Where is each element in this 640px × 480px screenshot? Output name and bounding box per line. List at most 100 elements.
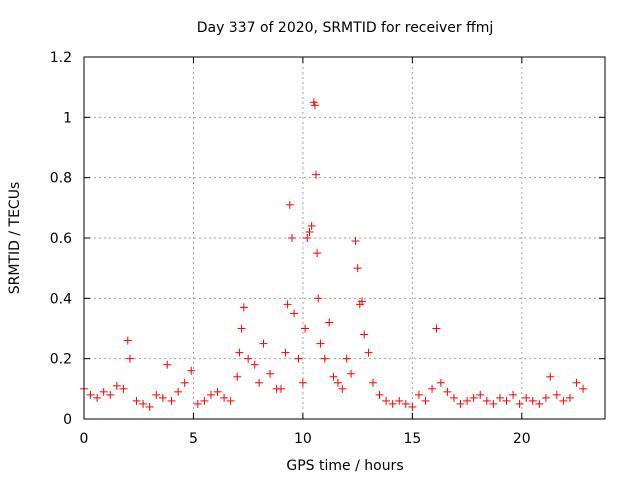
x-tick-label: 20 [513,431,531,447]
data-point [112,381,121,390]
data-point [152,390,161,399]
data-point [515,399,524,408]
data-point [158,393,167,402]
data-point [329,372,338,381]
data-point [535,399,544,408]
data-point [187,366,196,375]
data-point [139,399,148,408]
data-point [358,297,367,306]
data-point [163,360,172,369]
data-point [283,300,292,309]
data-point [266,369,275,378]
data-point [310,101,319,110]
data-point [313,249,322,258]
data-point [495,393,504,402]
data-point [482,396,491,405]
data-point [421,396,430,405]
data-point [395,396,404,405]
data-point [93,393,102,402]
data-point [290,309,299,318]
x-axis-label: GPS time / hours [286,458,403,474]
data-point [174,387,183,396]
data-point [509,390,518,399]
data-point [360,330,369,339]
data-point [432,324,441,333]
x-tick-label: 0 [80,431,89,447]
y-tick-label: 0.8 [50,171,72,187]
data-point [237,324,246,333]
data-point [489,399,498,408]
data-point [320,354,329,363]
chart-title: Day 337 of 2020, SRMTID for receiver ffm… [197,20,494,36]
data-point [193,399,202,408]
data-point [307,221,316,230]
data-point [233,372,242,381]
data-point [305,227,314,236]
data-point [239,303,248,312]
data-point [132,396,141,405]
data-point [314,294,323,303]
data-point [364,348,373,357]
data-point [414,390,423,399]
data-point [353,264,362,273]
data-point [226,396,235,405]
data-point [220,393,229,402]
data-point [287,234,296,242]
data-point [388,399,397,408]
data-point [375,390,384,399]
data-point [351,237,360,246]
data-point [294,354,303,363]
data-point [206,390,215,399]
x-tick-label: 5 [189,431,198,447]
data-point [368,378,377,387]
y-axis-label: SRMTID / TECUs [7,182,23,295]
data-point [277,384,286,393]
data-point [119,384,128,393]
y-tick-label: 0.6 [50,231,72,247]
data-point [333,378,342,387]
data-point [572,378,581,387]
x-axis: 0 5 10 15 20 [80,57,531,447]
data-point [463,396,472,405]
y-tick-label: 1 [63,110,72,126]
data-point [476,390,485,399]
data-point [213,387,222,396]
grid-lines [84,57,605,419]
data-point [99,387,108,396]
data-point [316,339,325,348]
data-point [347,369,356,378]
data-point [167,396,176,405]
data-point [552,390,561,399]
data-point [565,393,574,402]
data-point [401,399,410,408]
x-tick-label: 10 [294,431,312,447]
data-point [559,396,568,405]
data-point [528,396,537,405]
data-point [338,384,347,393]
y-axis: 0 0.2 0.4 0.6 0.8 1 1.2 [50,50,605,428]
data-point [145,402,154,411]
data-point [285,200,294,209]
data-point [325,318,334,327]
data-point [436,378,445,387]
data-point [298,378,307,387]
data-point [123,336,132,345]
data-point [342,354,351,363]
data-point [382,396,391,405]
data-point [301,324,310,333]
data-point [408,402,417,411]
data-point [244,354,253,363]
y-tick-label: 0 [63,412,72,428]
data-point [469,393,478,402]
data-point [449,393,458,402]
data-point [106,390,115,399]
data-point [579,384,588,393]
data-point [180,378,189,387]
data-point [428,384,437,393]
data-point [502,396,511,405]
data-point [443,387,452,396]
x-tick-label: 15 [403,431,421,447]
data-point [255,378,264,387]
data-point [522,393,531,402]
